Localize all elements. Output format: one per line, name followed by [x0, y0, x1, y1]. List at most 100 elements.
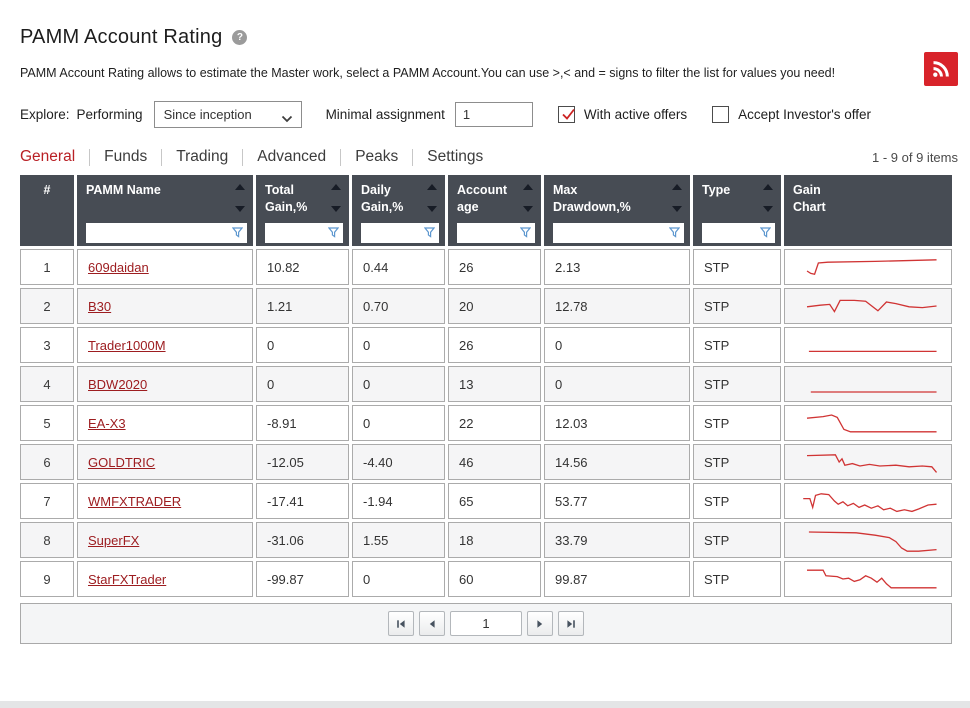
type-cell: STP: [693, 327, 781, 363]
pamm-account-link[interactable]: StarFXTrader: [88, 571, 167, 587]
table-row: 5 EA-X3 -8.91 0 22 12.03 STP: [20, 405, 952, 441]
pamm-account-link[interactable]: 609daidan: [88, 259, 149, 275]
tab-funds[interactable]: Funds: [104, 148, 148, 165]
filter-input-daily-gain[interactable]: [361, 223, 439, 243]
gain-chart-cell: [784, 288, 952, 324]
rss-icon[interactable]: [924, 52, 958, 86]
column-header-gain-chart: Gain Chart: [784, 175, 952, 246]
sort-descending-icon[interactable]: [763, 206, 773, 212]
column-header-max-drawdown[interactable]: Max Drawdown,%: [544, 175, 690, 246]
first-page-button[interactable]: [388, 611, 414, 636]
column-header-account-age[interactable]: Account age: [448, 175, 541, 246]
sort-descending-icon[interactable]: [427, 206, 437, 212]
daily-gain-cell: -1.94: [352, 483, 445, 519]
pamm-name-cell: StarFXTrader: [77, 561, 253, 597]
table-row: 1 609daidan 10.82 0.44 26 2.13 STP: [20, 249, 952, 285]
type-cell: STP: [693, 249, 781, 285]
pamm-name-cell: EA-X3: [77, 405, 253, 441]
tab-separator: [161, 148, 163, 166]
sort-ascending-icon[interactable]: [672, 184, 682, 190]
total-gain-cell: 0: [256, 327, 349, 363]
total-gain-cell: 0: [256, 366, 349, 402]
accept-investors-offer-checkbox[interactable]: Accept Investor's offer: [712, 106, 871, 123]
gain-chart-cell: [784, 366, 952, 402]
filter-input-type[interactable]: [702, 223, 775, 243]
items-count: 1 - 9 of 9 items: [872, 150, 958, 165]
type-cell: STP: [693, 522, 781, 558]
type-cell: STP: [693, 483, 781, 519]
column-header-daily-gain[interactable]: Daily Gain,%: [352, 175, 445, 246]
pamm-account-link[interactable]: Trader1000M: [88, 337, 166, 353]
column-header-pamm-name[interactable]: PAMM Name: [77, 175, 253, 246]
account-age-cell: 65: [448, 483, 541, 519]
column-header-: #: [20, 175, 74, 246]
pamm-account-link[interactable]: SuperFX: [88, 532, 140, 548]
total-gain-cell: -31.06: [256, 522, 349, 558]
pamm-account-link[interactable]: B30: [88, 298, 112, 314]
tab-peaks[interactable]: Peaks: [355, 148, 399, 165]
sort-ascending-icon[interactable]: [427, 184, 437, 190]
tab-general[interactable]: General: [20, 148, 76, 165]
max-drawdown-cell: 0: [544, 366, 690, 402]
total-gain-cell: -17.41: [256, 483, 349, 519]
tab-settings[interactable]: Settings: [427, 148, 484, 165]
pamm-account-link[interactable]: BDW2020: [88, 376, 148, 392]
gain-sparkline: [790, 524, 946, 556]
last-page-button[interactable]: [558, 611, 584, 636]
row-number: 8: [20, 522, 74, 558]
sort-descending-icon[interactable]: [331, 206, 341, 212]
pamm-name-cell: Trader1000M: [77, 327, 253, 363]
pamm-account-link[interactable]: GOLDTRIC: [88, 454, 156, 470]
filter-input-total-gain[interactable]: [265, 223, 343, 243]
help-question-icon[interactable]: ?: [232, 30, 248, 45]
column-label: Drawdown,%: [553, 199, 631, 214]
column-label: age: [457, 199, 479, 214]
sort-ascending-icon[interactable]: [763, 184, 773, 190]
pamm-account-link[interactable]: EA-X3: [88, 415, 126, 431]
gain-sparkline: [790, 368, 946, 400]
tab-advanced[interactable]: Advanced: [257, 148, 327, 165]
type-cell: STP: [693, 405, 781, 441]
sort-ascending-icon[interactable]: [523, 184, 533, 190]
sort-ascending-icon[interactable]: [331, 184, 341, 190]
column-header-type[interactable]: Type: [693, 175, 781, 246]
rating-table: # PAMM Name Total Gain,% Daily Gain,% Account a…: [17, 172, 955, 600]
daily-gain-cell: 0.44: [352, 249, 445, 285]
table-row: 6 GOLDTRIC -12.05 -4.40 46 14.56 STP: [20, 444, 952, 480]
tab-trading[interactable]: Trading: [176, 148, 229, 165]
filter-input-max-drawdown[interactable]: [553, 223, 684, 243]
column-label: Total: [265, 183, 294, 197]
footer-strip: [0, 701, 970, 708]
tab-separator: [242, 148, 244, 166]
daily-gain-cell: -4.40: [352, 444, 445, 480]
filter-input-account-age[interactable]: [457, 223, 535, 243]
with-active-offers-checkbox[interactable]: With active offers: [557, 106, 687, 123]
account-age-cell: 26: [448, 327, 541, 363]
sort-descending-icon[interactable]: [235, 206, 245, 212]
next-page-button[interactable]: [527, 611, 553, 636]
pamm-name-cell: 609daidan: [77, 249, 253, 285]
minimal-assignment-input[interactable]: [454, 102, 533, 127]
prev-page-button[interactable]: [419, 611, 445, 636]
daily-gain-cell: 0: [352, 366, 445, 402]
period-select[interactable]: Since inception: [153, 101, 302, 128]
filter-input-pamm-name[interactable]: [86, 223, 247, 243]
sort-ascending-icon[interactable]: [235, 184, 245, 190]
type-cell: STP: [693, 444, 781, 480]
column-label: Gain: [793, 183, 821, 197]
page-header: PAMM Account Rating ?: [20, 26, 958, 49]
column-label: Type: [702, 183, 731, 197]
gain-chart-cell: [784, 327, 952, 363]
column-header-total-gain[interactable]: Total Gain,%: [256, 175, 349, 246]
page-number-input[interactable]: [450, 611, 522, 636]
sort-descending-icon[interactable]: [523, 206, 533, 212]
sort-descending-icon[interactable]: [672, 206, 682, 212]
daily-gain-cell: 0: [352, 561, 445, 597]
table-row: 3 Trader1000M 0 0 26 0 STP: [20, 327, 952, 363]
gain-chart-cell: [784, 522, 952, 558]
pamm-account-link[interactable]: WMFXTRADER: [88, 493, 182, 509]
total-gain-cell: 1.21: [256, 288, 349, 324]
gain-chart-cell: [784, 444, 952, 480]
account-age-cell: 13: [448, 366, 541, 402]
row-number: 7: [20, 483, 74, 519]
